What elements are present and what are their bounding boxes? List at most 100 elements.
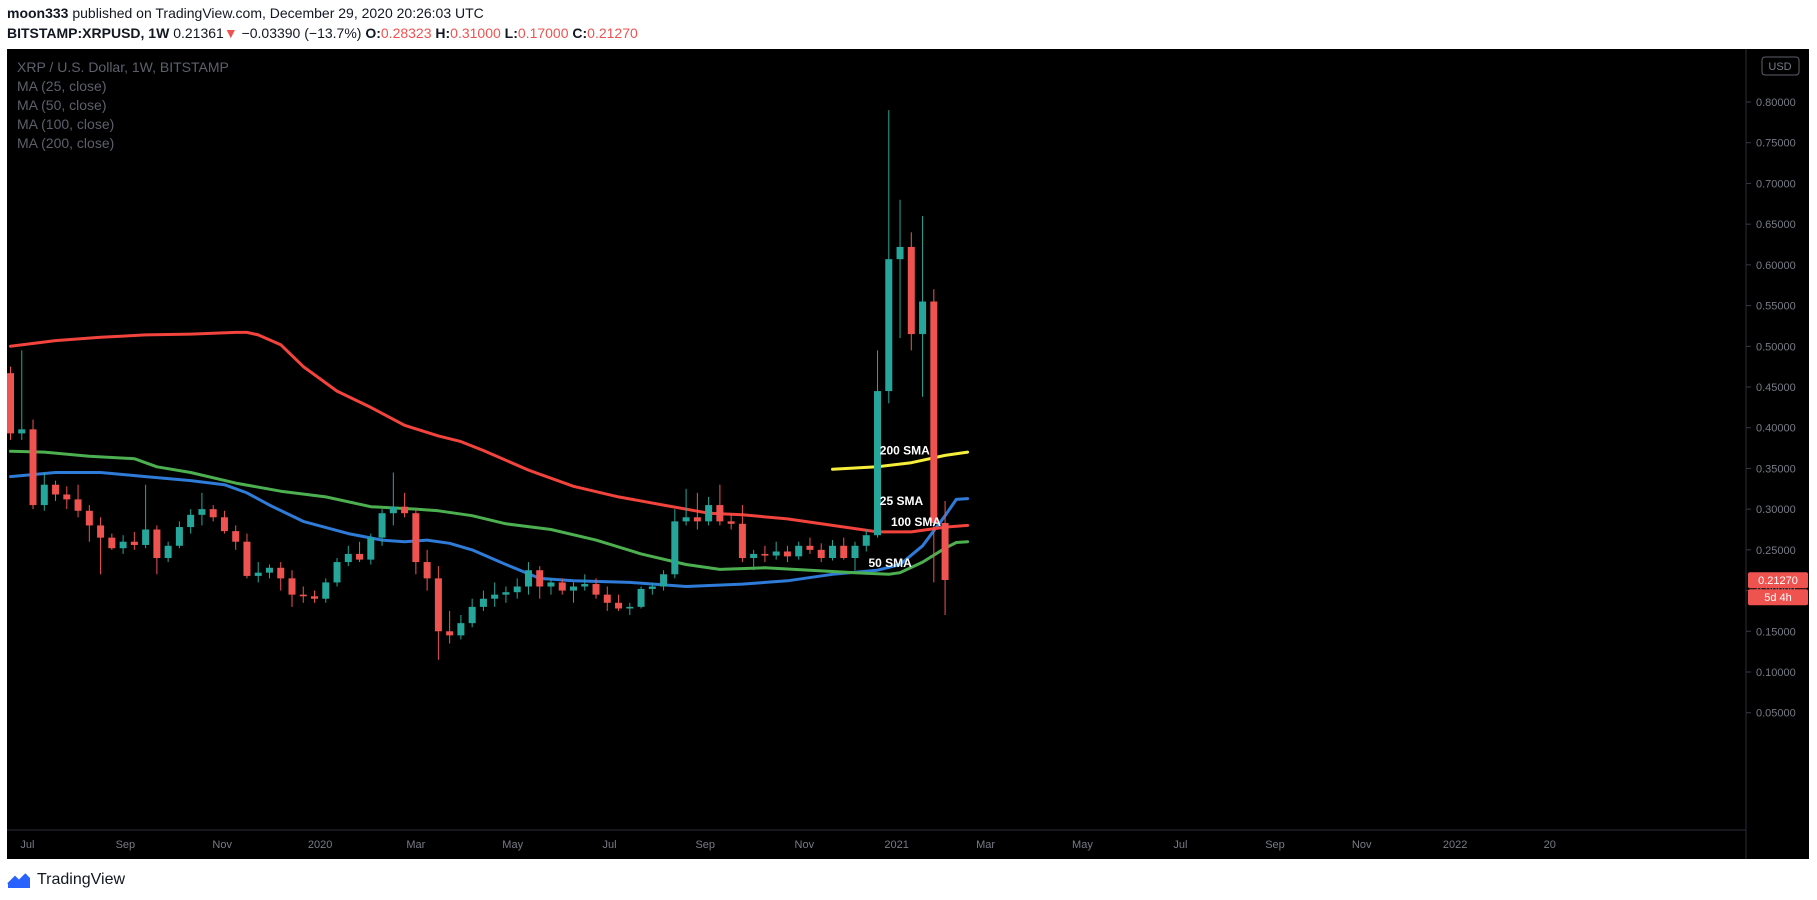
low-value: 0.17000 xyxy=(517,25,569,41)
candle-up xyxy=(333,562,341,583)
candle-down xyxy=(29,429,37,506)
price-tick-label: 0.50000 xyxy=(1756,341,1796,353)
currency-label: USD xyxy=(1768,61,1791,73)
candle-up xyxy=(547,582,555,587)
candle-down xyxy=(412,513,420,563)
price-axis[interactable]: USD 0.80000 0.75000 0.70000 0.65000 0.60000 0… xyxy=(1745,49,1800,859)
candle-down xyxy=(243,541,251,576)
candle-up xyxy=(772,551,780,556)
author-name[interactable]: moon333 xyxy=(7,5,69,21)
open-label: O: xyxy=(365,25,381,41)
candle-down xyxy=(423,562,431,579)
time-tick-label: Jul xyxy=(20,839,34,851)
candle-up xyxy=(862,535,870,546)
price-tick-label: 0.70000 xyxy=(1756,178,1796,190)
ma-line-50-sma xyxy=(9,449,970,576)
candle-up xyxy=(682,517,690,522)
last-price-value: 0.21270 xyxy=(1758,575,1798,587)
time-tick-label: Sep xyxy=(695,839,715,851)
candle-up xyxy=(671,521,679,575)
candle-down xyxy=(299,594,307,597)
price-tick-label: 0.55000 xyxy=(1756,301,1796,313)
tradingview-brand[interactable]: TradingView xyxy=(37,871,126,888)
candle-down xyxy=(930,301,938,523)
candle-down xyxy=(716,505,724,522)
tradingview-logo-icon[interactable] xyxy=(7,871,31,889)
candle-down xyxy=(592,584,600,595)
sma-label: 200 SMA xyxy=(880,444,930,458)
candle-down xyxy=(153,529,161,558)
time-tick-label: Mar xyxy=(976,839,995,851)
candle-up xyxy=(637,588,645,607)
change-arrow-icon: ▼ xyxy=(223,25,238,41)
legend-ma100[interactable]: MA (100, close) xyxy=(17,116,114,132)
chart-background xyxy=(7,49,1809,859)
candle-down xyxy=(356,553,364,560)
price-tick-label: 0.65000 xyxy=(1756,219,1796,231)
close-label: C: xyxy=(572,25,588,41)
candle-up xyxy=(187,514,195,528)
candle-down xyxy=(603,594,611,603)
candle-up xyxy=(581,584,589,587)
candle-up xyxy=(175,527,183,546)
time-tick-label: 2020 xyxy=(308,839,332,851)
price-tick-label: 0.35000 xyxy=(1756,463,1796,475)
candle-up xyxy=(389,506,397,514)
low-label: L: xyxy=(504,25,518,41)
legend-ma50[interactable]: MA (50, close) xyxy=(17,97,106,113)
candle-down xyxy=(220,517,228,532)
price-tick-label: 0.75000 xyxy=(1756,138,1796,150)
time-tick-label: 2022 xyxy=(1443,839,1467,851)
candle-up xyxy=(322,582,330,599)
candle-up xyxy=(705,505,713,522)
ma-line-25-sma xyxy=(9,471,970,588)
candle-down xyxy=(558,582,566,591)
candle-down xyxy=(907,246,915,335)
price-tick-label: 0.25000 xyxy=(1756,545,1796,557)
candle-up xyxy=(750,553,758,558)
candle-down xyxy=(693,517,701,522)
candle-down xyxy=(63,494,71,500)
price-tick-label: 0.60000 xyxy=(1756,260,1796,272)
candle-up xyxy=(885,259,893,392)
candle-down xyxy=(7,373,14,434)
candle-up xyxy=(896,246,904,260)
legend-ma200[interactable]: MA (200, close) xyxy=(17,135,114,151)
candle-down xyxy=(738,523,746,558)
price-tick-label: 0.10000 xyxy=(1756,667,1796,679)
sma-annotations: 200 SMA 25 SMA 100 SMA 50 SMA xyxy=(869,444,942,570)
time-tick-label: 20 xyxy=(1544,839,1556,851)
currency-badge[interactable] xyxy=(1761,56,1800,76)
candle-up xyxy=(164,545,172,558)
candle-down xyxy=(209,509,217,518)
candle-down xyxy=(840,545,848,558)
sma-label: 50 SMA xyxy=(869,556,913,570)
time-tick-label: Nov xyxy=(795,839,815,851)
candle-down xyxy=(311,596,319,599)
candle-up xyxy=(265,567,273,573)
price-tick-label: 0.80000 xyxy=(1756,97,1796,109)
time-axis[interactable]: Jul Sep Nov 2020 Mar May Jul Sep Nov 2021 Mar May Ju… xyxy=(7,829,1746,851)
candle-up xyxy=(513,586,521,593)
candle-up xyxy=(198,509,206,515)
candle-down xyxy=(446,631,454,636)
moving-averages xyxy=(9,330,970,588)
close-value: 0.21270 xyxy=(587,25,638,41)
candle-up xyxy=(457,623,465,636)
ma-line-100-sma xyxy=(9,330,970,534)
countdown-value: 5d 4h xyxy=(1764,592,1792,604)
candle-down xyxy=(130,541,138,545)
candle-down xyxy=(401,506,409,514)
candle-down xyxy=(277,567,285,579)
chart-frame[interactable]: 200 SMA 25 SMA 100 SMA 50 SMA XRP / U.S. Do… xyxy=(7,49,1809,859)
footer: TradingView xyxy=(7,868,125,892)
candle-up xyxy=(378,513,386,538)
last-price-tag xyxy=(1748,572,1808,589)
candle-up xyxy=(828,545,836,558)
high-label: H: xyxy=(435,25,451,41)
candle-down xyxy=(536,570,544,587)
candle-up xyxy=(660,574,668,587)
high-value: 0.31000 xyxy=(450,25,501,41)
legend-ma25[interactable]: MA (25, close) xyxy=(17,78,106,94)
price-chart[interactable]: 200 SMA 25 SMA 100 SMA 50 SMA XRP / U.S. Do… xyxy=(7,49,1809,859)
